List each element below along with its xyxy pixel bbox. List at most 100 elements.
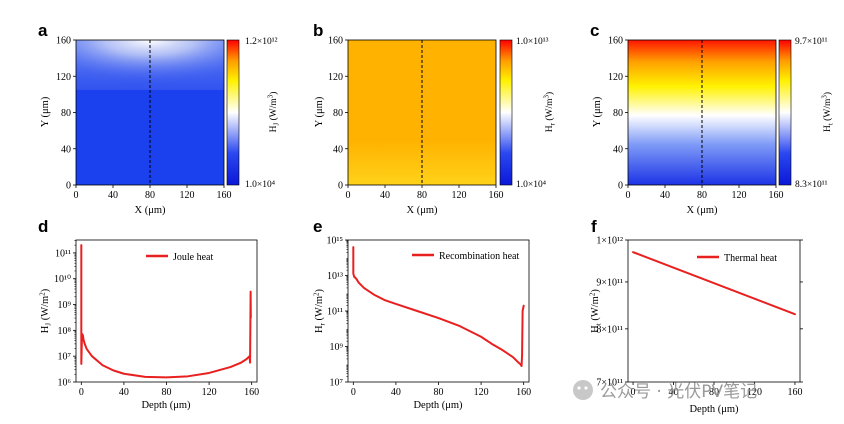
y-axis-label-e: Hr (W/m2): [313, 288, 327, 333]
x-tick-label-a: 160: [217, 190, 232, 201]
legend-label-d: Joule heat: [173, 252, 213, 263]
x-tick-label-e: 80: [434, 387, 444, 398]
wechat-icon-eye-left: [577, 386, 581, 390]
x-tick-label-a: 0: [74, 190, 79, 201]
x-tick-label-c: 160: [769, 190, 784, 201]
panel-label-d: d: [38, 217, 48, 236]
panel-label-c: c: [590, 21, 599, 40]
colorbar-c: [778, 39, 792, 186]
y-tick-label-e: 10¹³: [327, 271, 343, 282]
x-tick-label-a: 40: [108, 190, 118, 201]
y-tick-label-c: 80: [613, 108, 623, 119]
panel-label-a: a: [38, 21, 48, 40]
y-tick-label-b: 160: [328, 36, 343, 47]
y-tick-label-e: 10⁷: [330, 378, 344, 389]
y-axis-label-c: Y (μm): [592, 96, 603, 127]
panel-label-e: e: [313, 217, 322, 236]
series-line-e-0: [352, 246, 525, 368]
y-tick-label-d: 10⁹: [58, 300, 72, 311]
x-tick-label-c: 40: [660, 190, 670, 201]
x-tick-label-d: 120: [202, 387, 217, 398]
legend-label-e: Recombination heat: [439, 251, 519, 262]
heatmap-panel-a: a 0 40 80 120 160 0 40 80 120 160 X (μm) Y (μm) 1…: [38, 21, 281, 216]
line-panel-d: d 0 40 80 120 160 10⁶ 10⁷ 10⁸ 10⁹ 10¹⁰ 10¹¹ Depth …: [38, 217, 259, 411]
y-tick-label-e: 10¹⁵: [327, 236, 343, 247]
y-tick-label-a: 40: [61, 144, 71, 155]
panel-label-f: f: [591, 217, 597, 236]
y-axis-label-b: Y (μm): [314, 96, 325, 127]
x-tick-label-e: 0: [351, 387, 356, 398]
plot-frame-d: [75, 239, 258, 383]
x-tick-label-f: 40: [669, 387, 679, 398]
colorbar-min-c: 8.3×10¹¹: [795, 180, 828, 190]
x-tick-label-b: 40: [380, 190, 390, 201]
colorbar-max-b: 1.0×10¹³: [516, 37, 549, 47]
x-tick-label-c: 0: [626, 190, 631, 201]
y-tick-label-d: 10¹⁰: [54, 274, 71, 285]
series-line-d-0: [80, 244, 252, 379]
y-tick-label-b: 80: [333, 108, 343, 119]
x-axis-label-a: X (μm): [135, 205, 167, 216]
colorbar-max-a: 1.2×10¹²: [245, 37, 278, 47]
y-tick-label-c: 120: [608, 72, 623, 83]
y-tick-label-e: 10⁹: [330, 342, 344, 353]
x-axis-label-b: X (μm): [407, 205, 439, 216]
x-tick-label-e: 120: [474, 387, 489, 398]
y-tick-label-f: 1×10¹²: [596, 236, 623, 247]
x-tick-label-d: 160: [244, 387, 259, 398]
x-tick-label-e: 40: [391, 387, 401, 398]
y-tick-label-a: 0: [66, 181, 71, 192]
y-tick-label-f: 7×10¹¹: [596, 378, 623, 389]
colorbar-a: [226, 39, 240, 186]
y-axis-label-a: Y (μm): [40, 96, 51, 127]
wechat-icon-eye-right: [584, 386, 588, 390]
y-tick-label-b: 0: [338, 181, 343, 192]
x-tick-label-d: 40: [119, 387, 129, 398]
x-axis-label-f: Depth (μm): [689, 404, 739, 415]
y-tick-label-b: 40: [333, 144, 343, 155]
y-tick-label-c: 40: [613, 144, 623, 155]
x-tick-label-b: 120: [452, 190, 467, 201]
series-line-f-0: [632, 251, 796, 316]
colorbar-label-a: HJ (W/m3): [267, 92, 281, 133]
y-tick-label-d: 10⁷: [58, 352, 72, 363]
line-panel-e: e 0 40 80 120 160 10⁷ 10⁹ 10¹¹ 10¹³ 10¹⁵ Depth (μ…: [313, 217, 532, 411]
x-axis-label-e: Depth (μm): [413, 400, 463, 411]
y-axis-label-f: Ht (W/m2): [589, 289, 603, 333]
y-tick-label-e: 10¹¹: [327, 307, 343, 318]
y-axis-label-d: HJ (W/m2): [39, 288, 53, 333]
x-axis-label-c: X (μm): [687, 205, 719, 216]
x-tick-label-f: 80: [709, 387, 719, 398]
x-tick-label-a: 120: [180, 190, 195, 201]
x-tick-label-a: 80: [145, 190, 155, 201]
x-tick-label-f: 0: [631, 387, 636, 398]
colorbar-label-c: Ht (W/m3): [821, 92, 835, 132]
y-tick-label-f: 9×10¹¹: [596, 277, 623, 288]
line-panel-f: f 0 40 80 120 160 7×10¹¹ 8×10¹¹ 9×10¹¹ 1×10¹² De…: [589, 217, 803, 415]
y-tick-label-f: 8×10¹¹: [596, 324, 623, 335]
x-tick-label-f: 160: [787, 387, 802, 398]
y-tick-label-b: 120: [328, 72, 343, 83]
x-tick-label-d: 80: [162, 387, 172, 398]
x-tick-label-b: 80: [417, 190, 427, 201]
y-tick-label-a: 120: [56, 72, 71, 83]
x-tick-label-c: 80: [697, 190, 707, 201]
x-tick-label-d: 0: [79, 387, 84, 398]
colorbar-b: [499, 39, 513, 186]
y-tick-label-a: 160: [56, 36, 71, 47]
colorbar-min-b: 1.0×10⁴: [516, 180, 547, 190]
watermark-text: 公众号 · 光伏PV笔记: [600, 382, 757, 402]
panel-label-b: b: [313, 21, 323, 40]
x-axis-label-d: Depth (μm): [141, 400, 191, 411]
colorbar-max-c: 9.7×10¹¹: [795, 37, 828, 47]
colorbar-min-a: 1.0×10⁴: [245, 180, 276, 190]
wechat-icon: [573, 380, 593, 400]
x-tick-label-e: 160: [516, 387, 531, 398]
y-tick-label-a: 80: [61, 108, 71, 119]
colorbar-label-b: Hr (W/m3): [543, 92, 557, 132]
x-tick-label-b: 0: [346, 190, 351, 201]
y-tick-label-d: 10⁸: [58, 326, 72, 337]
y-tick-label-d: 10⁶: [58, 378, 72, 389]
x-tick-label-b: 160: [489, 190, 504, 201]
